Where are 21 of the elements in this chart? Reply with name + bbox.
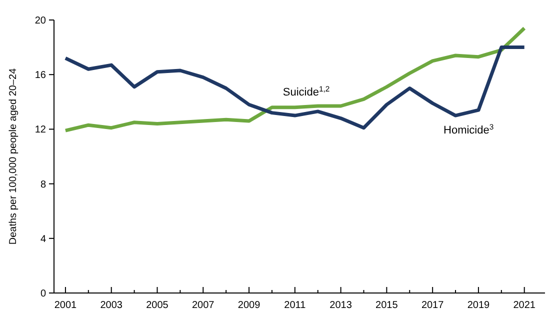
x-tick-label: 2013: [330, 300, 352, 311]
series-label: Homicide$^{3}$: [444, 122, 494, 137]
line-series: [64, 26, 526, 132]
x-tick-label: 2003: [100, 300, 123, 311]
x-tick-label: 2015: [376, 300, 398, 311]
y-tick-label: 0: [40, 288, 46, 300]
y-tick-label: 16: [34, 70, 46, 82]
y-tick-label: 8: [40, 179, 46, 190]
x-tick-label: 2021: [513, 300, 536, 311]
x-tick-label: 2009: [238, 300, 261, 311]
y-axis-title: Deaths per 100,000 people aged 20–24: [8, 68, 19, 245]
x-tick-label: 2011: [284, 300, 306, 311]
series-label: Suicide$^{1,2}$: [282, 84, 330, 98]
x-tick-label: 2005: [146, 300, 169, 311]
x-tick-label: 2001: [54, 300, 78, 311]
y-tick-label: 4: [40, 234, 46, 245]
y-tick-label: 12: [34, 124, 46, 136]
x-tick-label: 2019: [467, 300, 490, 311]
y-tick-label: 20: [34, 16, 46, 26]
x-tick-label: 2007: [192, 300, 215, 311]
x-tick-label: 2017: [421, 300, 444, 311]
